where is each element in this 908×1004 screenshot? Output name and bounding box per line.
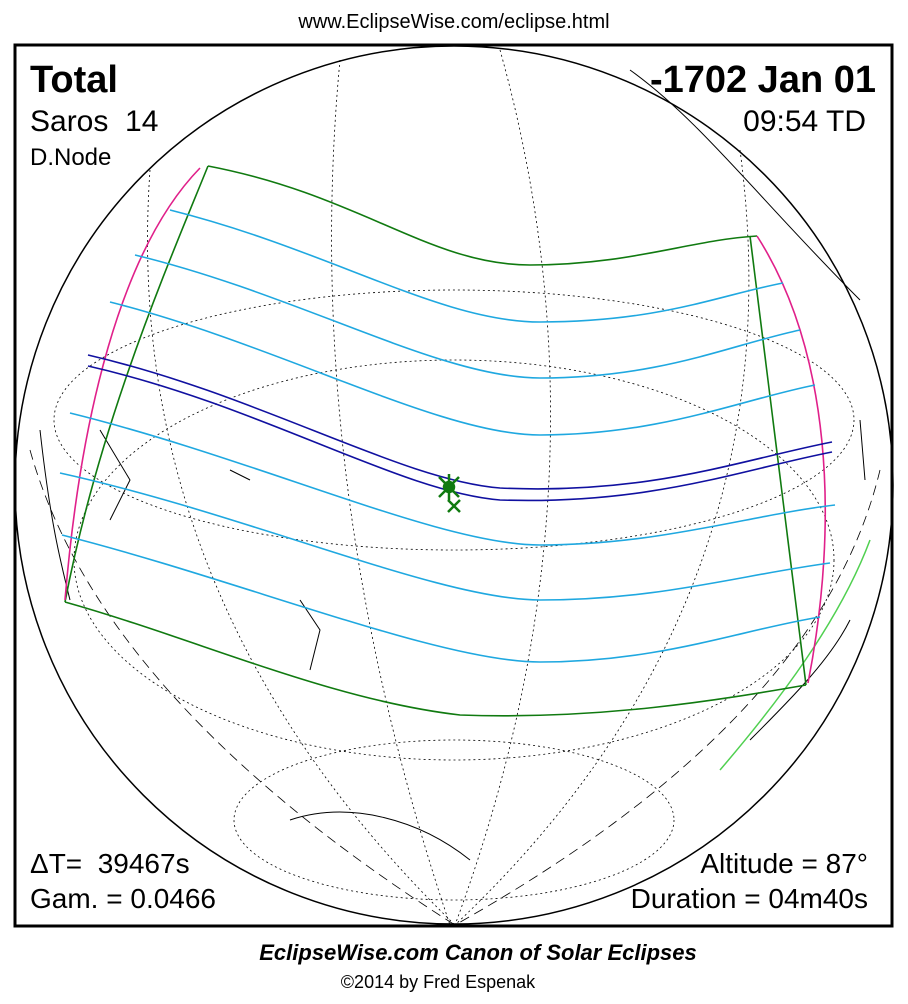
url: www.EclipseWise.com/eclipse.html (297, 11, 609, 33)
time: 09:54 TD (743, 105, 866, 138)
footer-title: EclipseWise.com Canon of Solar Eclipses (259, 940, 697, 965)
gamma: Gam. = 0.0466 (30, 883, 216, 914)
altitude: Altitude = 87° (700, 848, 868, 879)
copyright: ©2014 by Fred Espenak (341, 972, 536, 992)
node: D.Node (30, 144, 111, 171)
eclipse-date: -1702 Jan 01 (650, 59, 876, 101)
globe (14, 45, 894, 926)
saros: Saros 14 (30, 105, 158, 138)
eclipse-type: Total (30, 59, 118, 101)
delta-t: ΔT= 39467s (30, 848, 190, 879)
duration: Duration = 04m40s (631, 883, 868, 914)
eclipse-path (59, 165, 836, 717)
